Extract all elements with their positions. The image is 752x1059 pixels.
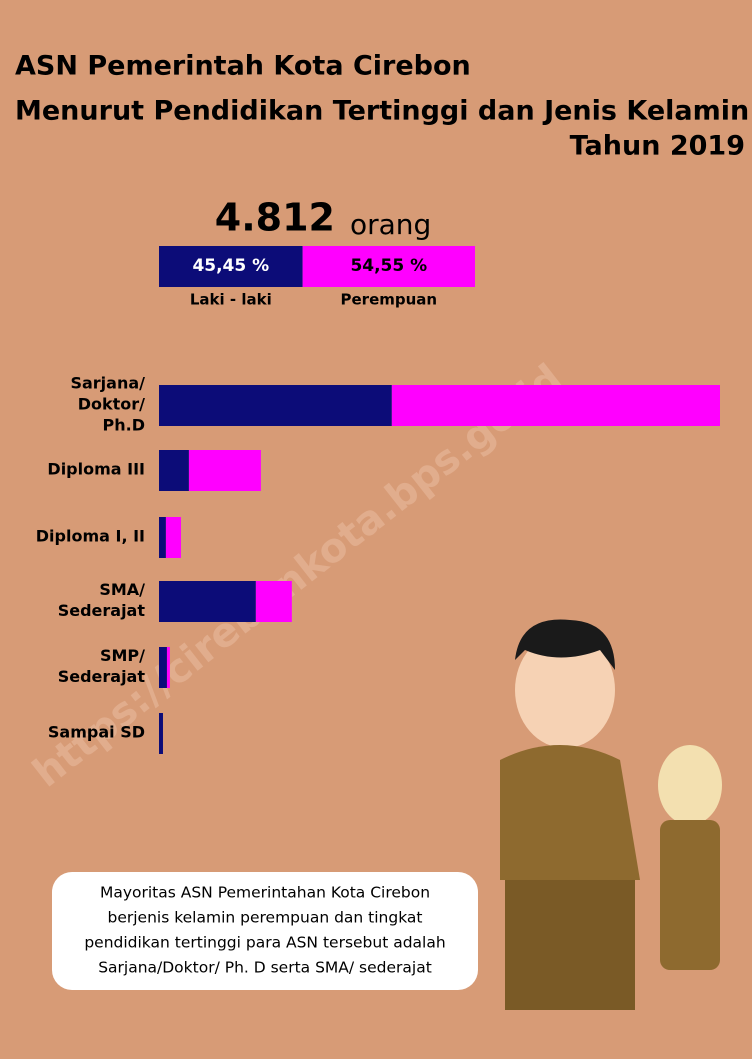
bar xyxy=(159,517,166,558)
category-label: Ph.D xyxy=(103,416,145,435)
category-label: SMP/ xyxy=(100,646,145,665)
legend-label: Laki - laki xyxy=(190,291,272,309)
title: Tahun 2019 xyxy=(570,131,745,162)
bar xyxy=(159,385,392,426)
note-line: Mayoritas ASN Pemerintahan Kota Cirebon xyxy=(100,884,430,902)
bar xyxy=(392,385,720,426)
bar xyxy=(256,581,292,622)
category-label: Doktor/ xyxy=(78,395,145,414)
category-label: Diploma I, II xyxy=(36,527,145,546)
category-label: Diploma III xyxy=(47,460,145,479)
share-label: 45,45 % xyxy=(192,256,269,276)
category-label: Sarjana/ xyxy=(70,374,145,393)
title: Menurut Pendidikan Tertinggi dan Jenis K… xyxy=(15,96,749,127)
title: ASN Pemerintah Kota Cirebon xyxy=(15,51,471,82)
share-label: 54,55 % xyxy=(350,256,427,276)
bar xyxy=(189,450,261,491)
note-line: berjenis kelamin perempuan dan tingkat xyxy=(107,909,422,927)
category-label: SMA/ xyxy=(99,580,145,599)
category-label: Sederajat xyxy=(58,601,146,620)
bar xyxy=(159,713,163,754)
total: 4.812 xyxy=(215,196,335,240)
category-label: Sederajat xyxy=(58,667,146,686)
legend-label: Perempuan xyxy=(341,291,438,309)
bar xyxy=(159,647,167,688)
bar xyxy=(167,647,170,688)
page: https://cirebonkota.bps.go.id ASN Pemeri… xyxy=(0,0,752,1059)
bar xyxy=(166,517,181,558)
total-unit: orang xyxy=(350,208,431,241)
note-line: pendidikan tertinggi para ASN tersebut a… xyxy=(84,934,445,952)
infographic: https://cirebonkota.bps.go.id ASN Pemeri… xyxy=(0,0,752,1059)
note-line: Sarjana/Doktor/ Ph. D serta SMA/ sederaj… xyxy=(98,959,432,977)
category-label: Sampai SD xyxy=(48,723,145,742)
bar xyxy=(159,581,256,622)
bar xyxy=(159,450,189,491)
